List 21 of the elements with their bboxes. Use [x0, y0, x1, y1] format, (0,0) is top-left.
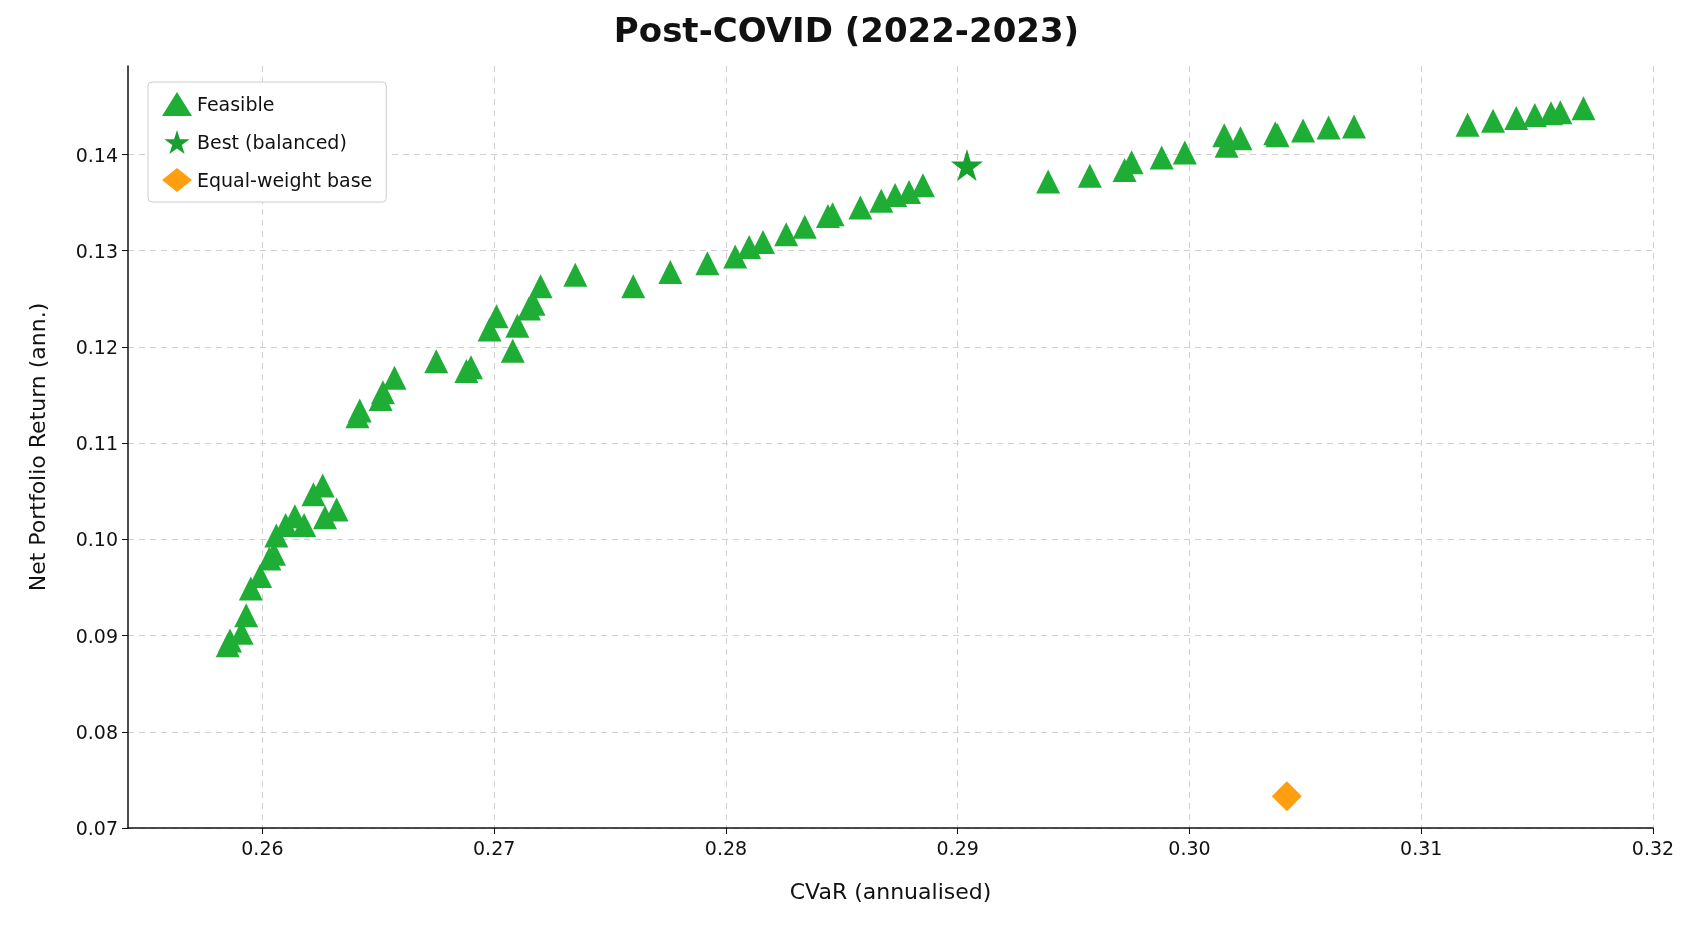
chart-title: Post-COVID (2022-2023): [613, 10, 1080, 50]
legend-label: Feasible: [197, 93, 275, 115]
y-axis-title: Net Portfolio Return (ann.): [24, 302, 50, 592]
x-tick-label: 0.27: [473, 836, 516, 859]
legend-label: Best (balanced): [197, 131, 347, 153]
y-tick-label: 0.14: [75, 143, 118, 166]
y-tick-label: 0.10: [75, 528, 118, 551]
y-tick-label: 0.07: [75, 817, 118, 839]
x-tick-label: 0.31: [1400, 836, 1443, 859]
x-tick-label: 0.30: [1168, 836, 1211, 859]
x-tick-label: 0.29: [936, 836, 979, 859]
x-tick-label: 0.32: [1631, 836, 1675, 859]
legend-label: Equal-weight base: [197, 169, 373, 191]
x-tick-label: 0.28: [704, 836, 748, 859]
y-tick-label: 0.08: [75, 720, 118, 743]
y-tick-label: 0.09: [75, 624, 118, 647]
x-axis-title: CVaR (annualised): [789, 878, 992, 904]
y-tick-label: 0.13: [75, 239, 118, 262]
y-tick-label: 0.12: [75, 335, 118, 358]
x-tick-label: 0.26: [241, 836, 284, 859]
y-tick-label: 0.11: [75, 432, 118, 455]
